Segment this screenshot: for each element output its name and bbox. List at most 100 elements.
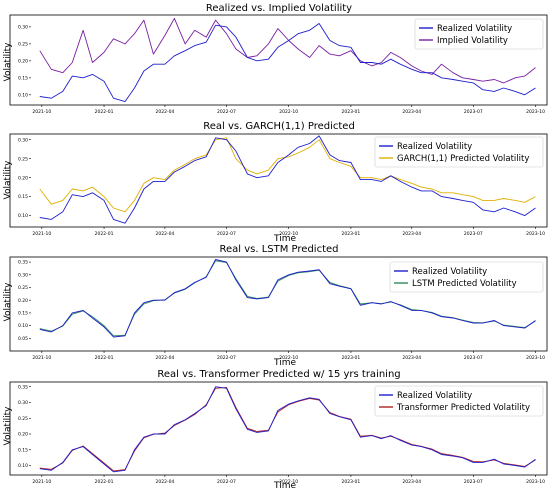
- x-tick-label: 2023-01: [341, 109, 360, 115]
- series-line-realized: [39, 259, 536, 338]
- x-axis-label: Time: [273, 234, 296, 244]
- legend-label: Realized Volatility: [397, 391, 472, 401]
- x-tick-label: 2023-07: [464, 231, 483, 237]
- x-tick-label: 2022-04: [156, 355, 175, 361]
- y-tick-label: 0.30: [18, 137, 28, 143]
- x-tick-label: 2022-07: [217, 355, 236, 361]
- panel-title: Real vs. LSTM Predicted: [220, 244, 339, 255]
- y-tick-label: 0.20: [18, 175, 28, 181]
- plot-area: 2021-10 2022-01 2022-04 2022-07 2022-10 2023-…: [18, 17, 545, 115]
- y-tick-label: 0.25: [18, 285, 28, 291]
- y-tick-label: 0.30: [18, 272, 28, 278]
- x-axis-label: Time: [273, 481, 296, 491]
- x-tick-label: 2023-01: [341, 479, 360, 485]
- panel-title: Real vs. GARCH(1,1) Predicted: [203, 121, 355, 132]
- legend-label: LSTM Predicted Volatility: [412, 279, 517, 289]
- plot-area: 2021-10 2022-01 2022-04 2022-07 2022-10 2023-…: [18, 259, 545, 361]
- y-tick-label: 0.10: [18, 92, 28, 98]
- series-line-predicted: [39, 137, 536, 213]
- legend: Realized Volatility GARCH(1,1) Predicted …: [374, 136, 544, 168]
- legend-label: GARCH(1,1) Predicted Volatility: [397, 154, 529, 164]
- y-tick-label: 0.20: [18, 58, 28, 64]
- legend-label: Realized Volatility: [437, 24, 512, 34]
- legend-box: [389, 261, 544, 293]
- x-tick-label: 2022-01: [95, 109, 114, 115]
- y-axis-label: Volatility: [3, 406, 13, 446]
- y-axis-label: Volatility: [3, 282, 13, 322]
- x-axis-label: Time: [273, 358, 296, 368]
- x-tick-label: 2022-10: [279, 109, 298, 115]
- x-tick-label: 2023-07: [464, 109, 483, 115]
- x-tick-label: 2022-01: [95, 231, 114, 237]
- plot-area: 2021-10 2022-01 2022-04 2022-07 2022-10 2023-…: [18, 384, 545, 485]
- y-tick-label: 0.15: [18, 75, 28, 81]
- legend: Realized Volatility Implied Volatility: [414, 18, 544, 50]
- legend-label: Transformer Predicted Volatility: [396, 403, 530, 413]
- panel-2: Real vs. GARCH(1,1) Predicted Volatility…: [3, 121, 548, 244]
- series-line-realized: [39, 386, 536, 473]
- y-tick-label: 0.25: [18, 416, 28, 422]
- y-tick-label: 0.05: [18, 336, 28, 342]
- x-tick-label: 2023-07: [464, 355, 483, 361]
- x-tick-label: 2022-07: [217, 231, 236, 237]
- x-tick-label: 2022-04: [156, 479, 175, 485]
- x-tick-label: 2022-10: [279, 231, 298, 237]
- x-tick-label: 2022-07: [217, 479, 236, 485]
- panel-4: Real vs. Transformer Predicted w/ 15 yrs…: [3, 369, 548, 491]
- y-tick-label: 0.15: [18, 447, 28, 453]
- x-tick-label: 2021-10: [32, 231, 51, 237]
- y-tick-label: 0.35: [18, 260, 28, 266]
- plot-frame: [9, 381, 548, 476]
- legend: Realized Volatility Transformer Predicted…: [374, 385, 544, 417]
- y-tick-label: 0.10: [18, 213, 28, 219]
- x-tick-label: 2023-10: [526, 231, 545, 237]
- panel-3: Real vs. LSTM Predicted Volatility Time …: [3, 244, 548, 368]
- y-tick-label: 0.10: [18, 463, 28, 469]
- series-line-realized: [39, 135, 536, 224]
- x-tick-label: 2022-01: [95, 479, 114, 485]
- y-tick-label: 0.30: [18, 400, 28, 406]
- legend: Realized Volatility LSTM Predicted Volati…: [389, 261, 544, 293]
- panel-title: Real vs. Transformer Predicted w/ 15 yrs…: [157, 369, 400, 380]
- x-tick-label: 2023-04: [402, 109, 421, 115]
- x-tick-label: 2022-04: [156, 109, 175, 115]
- y-tick-label: 0.15: [18, 194, 28, 200]
- x-tick-label: 2023-04: [402, 355, 421, 361]
- x-tick-label: 2021-10: [32, 479, 51, 485]
- x-tick-label: 2023-01: [341, 231, 360, 237]
- series-line-realized: [39, 23, 536, 103]
- legend-label: Implied Volatility: [437, 36, 508, 46]
- panel-title: Realized vs. Implied Volatility: [206, 3, 352, 14]
- x-tick-label: 2023-07: [464, 479, 483, 485]
- legend-box: [374, 385, 544, 417]
- plot-frame: [9, 256, 548, 352]
- legend-label: Realized Volatility: [412, 267, 487, 277]
- y-tick-label: 0.15: [18, 310, 28, 316]
- x-tick-label: 2023-04: [402, 479, 421, 485]
- x-tick-label: 2021-10: [32, 109, 51, 115]
- x-tick-label: 2023-10: [526, 355, 545, 361]
- y-axis-label: Volatility: [3, 42, 13, 82]
- x-tick-label: 2022-10: [279, 355, 298, 361]
- y-tick-label: 0.25: [18, 156, 28, 162]
- plot-area: 2021-10 2022-01 2022-04 2022-07 2022-10 2023-…: [18, 135, 545, 237]
- y-tick-label: 0.20: [18, 432, 28, 438]
- legend-box: [374, 136, 544, 168]
- y-tick-label: 0.10: [18, 323, 28, 329]
- x-tick-label: 2021-10: [32, 355, 51, 361]
- x-tick-label: 2023-10: [526, 479, 545, 485]
- x-tick-label: 2023-04: [402, 231, 421, 237]
- x-tick-label: 2022-07: [217, 109, 236, 115]
- x-tick-label: 2022-10: [279, 479, 298, 485]
- x-tick-label: 2022-04: [156, 231, 175, 237]
- plot-frame: [9, 133, 548, 228]
- x-tick-label: 2022-01: [95, 355, 114, 361]
- y-tick-label: 0.25: [18, 41, 28, 47]
- y-tick-label: 0.30: [18, 24, 28, 30]
- panel-1: Realized vs. Implied Volatility Volatili…: [3, 3, 548, 115]
- x-tick-label: 2023-01: [341, 355, 360, 361]
- y-tick-label: 0.35: [18, 384, 28, 390]
- y-tick-label: 0.20: [18, 298, 28, 304]
- legend-label: Realized Volatility: [397, 142, 472, 152]
